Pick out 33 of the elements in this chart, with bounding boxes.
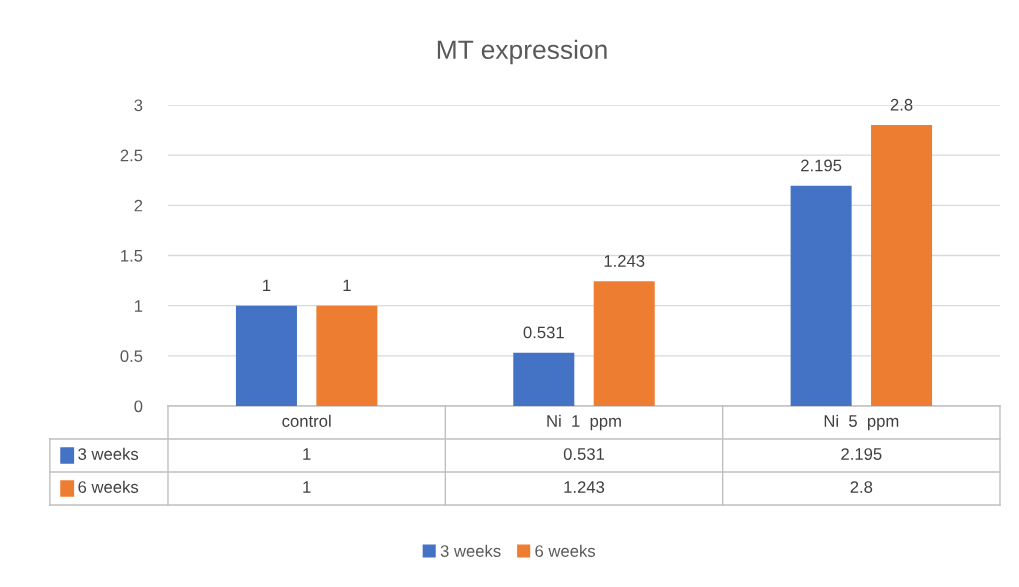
y-tick-label: 0.5 <box>120 350 143 363</box>
bar <box>790 185 852 406</box>
text: 6 weeks <box>78 480 139 493</box>
text: 2.195 <box>841 448 882 460</box>
y-tick-label: 1.5 <box>121 250 143 262</box>
data-label: 2.8 <box>890 98 913 111</box>
data-label: 2.195 <box>801 159 842 172</box>
y-tick-label: 3 <box>134 99 143 112</box>
text: 1 <box>303 448 311 460</box>
data-label: 1 <box>263 279 271 292</box>
x-tick-label: control <box>282 414 331 427</box>
bar <box>871 125 933 406</box>
text: 3 weeks <box>440 544 501 557</box>
bar <box>513 352 575 406</box>
chart-title: MT expression <box>437 39 607 65</box>
legend-label: 6 weeks <box>535 544 596 557</box>
y-tick-label: 0 <box>134 400 143 413</box>
y-tick-label: 1 <box>135 300 143 312</box>
x-tick-label: Ni 5 ppm <box>824 414 899 431</box>
legend-label: 3 weeks <box>78 447 139 460</box>
bar <box>593 281 655 406</box>
data-label: 1.243 <box>604 255 645 267</box>
text: 1 <box>303 481 311 493</box>
text: 1.243 <box>564 481 605 493</box>
data-label: 1 <box>343 279 351 292</box>
bar <box>316 305 378 406</box>
y-tick-label: 2.5 <box>120 149 143 162</box>
text: 2.8 <box>850 481 873 493</box>
data-label: 0.531 <box>523 326 564 339</box>
y-tick-label: 2 <box>134 199 143 212</box>
bar <box>235 305 297 406</box>
x-tick-label: Ni 1 ppm <box>547 414 621 431</box>
text: 0.531 <box>563 448 605 460</box>
